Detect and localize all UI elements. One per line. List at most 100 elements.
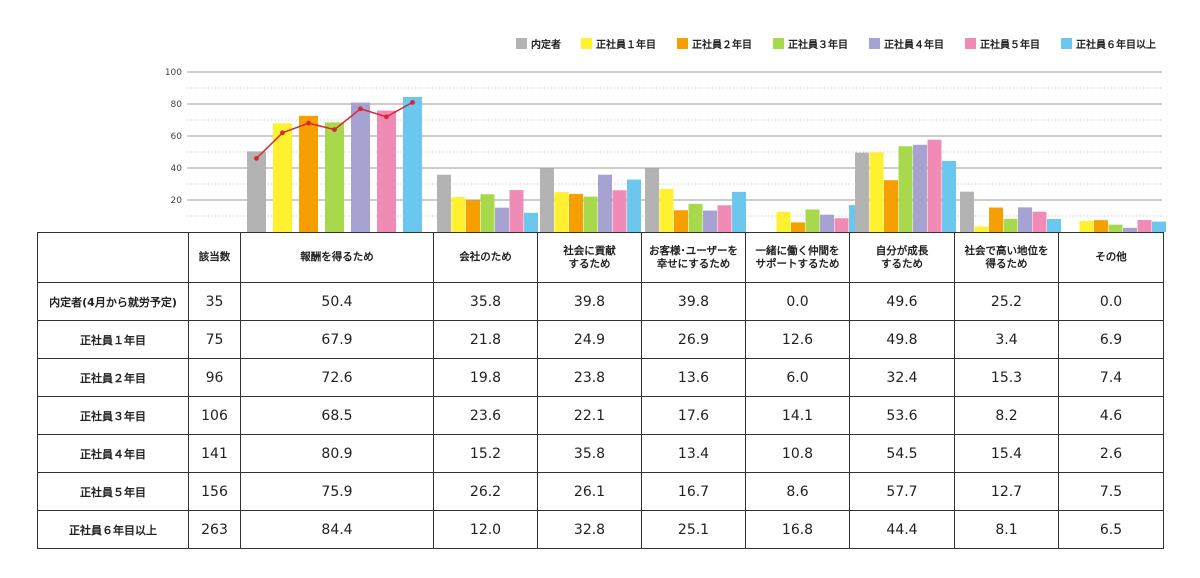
bar xyxy=(612,190,627,232)
bar xyxy=(776,211,791,232)
legend-label: 正社員１年目 xyxy=(596,38,656,51)
table-cell: 67.9 xyxy=(240,320,434,359)
legend-item: 正社員４年目 xyxy=(869,38,944,51)
trend-point xyxy=(280,130,285,136)
row-count: 96 xyxy=(188,358,241,397)
row-label: 正社員３年目 xyxy=(37,396,189,435)
row-label: 正社員４年目 xyxy=(37,434,189,473)
table-row: 正社員５年目 156 75.9 26.2 26.1 16.7 8.6 57.7 12.7 7.5 xyxy=(37,472,1164,511)
bar xyxy=(1123,227,1137,232)
header-category-line: するため xyxy=(881,257,923,270)
y-tick-label: 100 xyxy=(165,68,182,78)
table-cell: 0.0 xyxy=(1058,282,1164,321)
header-category-line: 自分が成長 xyxy=(875,244,929,257)
trend-point xyxy=(306,120,311,126)
legend-swatch xyxy=(773,38,784,49)
y-axis: 20 40 60 80 100 xyxy=(165,68,182,206)
table-cell: 80.9 xyxy=(240,434,434,473)
table-cell: 24.9 xyxy=(537,320,642,359)
header-category: 一緒に働く仲間を サポートするため xyxy=(745,232,850,283)
header-category-line: 社会で高い地位を xyxy=(964,244,1049,257)
table-row: 正社員１年目 75 67.9 21.8 24.9 26.9 12.6 49.8 3.4 6.9 xyxy=(37,320,1164,359)
table-cell: 15.4 xyxy=(954,434,1059,473)
table-cell: 68.5 xyxy=(240,396,434,435)
table-cell: 0.0 xyxy=(745,282,850,321)
table-cell: 16.7 xyxy=(641,472,746,511)
legend-item: 内定者 xyxy=(516,38,561,51)
table-cell: 39.8 xyxy=(537,282,642,321)
table-cell: 49.8 xyxy=(849,320,955,359)
trend-point xyxy=(384,114,389,120)
table-cell: 23.8 xyxy=(537,358,642,397)
bar xyxy=(1137,220,1152,232)
trend-line xyxy=(254,100,415,161)
legend-label: 正社員４年目 xyxy=(884,38,944,51)
table-cell: 21.8 xyxy=(433,320,538,359)
bar xyxy=(554,192,569,232)
table-cell: 14.1 xyxy=(745,396,850,435)
bar xyxy=(299,115,318,232)
table-cell: 39.8 xyxy=(641,282,746,321)
table-cell: 17.6 xyxy=(641,396,746,435)
y-tick-label: 60 xyxy=(171,132,183,142)
legend-item: 正社員６年目以上 xyxy=(1061,38,1156,51)
bar xyxy=(1108,224,1123,232)
data-table: 該当数 報酬を得るため 会社のため 社会に貢献 するため お客様･ユーザーを 幸せにするため… xyxy=(37,232,1164,549)
table-cell: 35.8 xyxy=(433,282,538,321)
row-label: 正社員６年目以上 xyxy=(37,510,189,549)
y-tick-label: 40 xyxy=(171,164,183,174)
table-cell: 7.5 xyxy=(1058,472,1164,511)
row-label: 正社員１年目 xyxy=(37,320,189,359)
table-cell: 13.6 xyxy=(641,358,746,397)
table-cell: 72.6 xyxy=(240,358,434,397)
bar xyxy=(674,210,688,232)
header-category: 社会で高い地位を 得るため xyxy=(954,232,1059,283)
table-cell: 15.3 xyxy=(954,358,1059,397)
legend: 内定者 正社員１年目 正社員２年目 正社員３年目 正社員４年目 正社員５年目 正社員６年目以… xyxy=(516,38,1156,51)
table-cell: 25.2 xyxy=(954,282,1059,321)
table-cell: 25.1 xyxy=(641,510,746,549)
table-cell: 26.1 xyxy=(537,472,642,511)
legend-swatch xyxy=(965,38,976,49)
bar xyxy=(351,102,370,232)
row-label: 内定者(4月から就労予定) xyxy=(37,282,189,321)
table-cell: 4.6 xyxy=(1058,396,1164,435)
bar xyxy=(598,174,612,232)
bar xyxy=(325,122,344,232)
table-cell: 13.4 xyxy=(641,434,746,473)
bar xyxy=(247,151,266,232)
bar xyxy=(974,226,989,232)
bar xyxy=(645,168,659,232)
table-row: 正社員６年目以上 263 84.4 12.0 32.8 25.1 16.8 44.4 8.1 6.… xyxy=(37,510,1164,549)
row-count: 75 xyxy=(188,320,241,359)
legend-swatch xyxy=(677,38,688,49)
bar xyxy=(1032,211,1047,232)
table-cell: 54.5 xyxy=(849,434,955,473)
bar xyxy=(509,190,524,232)
table-header-row: 該当数 報酬を得るため 会社のため 社会に貢献 するため お客様･ユーザーを 幸せにするため… xyxy=(37,232,1164,283)
table-cell: 49.6 xyxy=(849,282,955,321)
trend-point xyxy=(358,106,363,112)
bar xyxy=(898,146,913,232)
bar xyxy=(659,188,674,232)
header-category-line: 報酬を得るため xyxy=(300,251,374,263)
y-tick-label: 20 xyxy=(171,196,183,206)
table-cell: 32.8 xyxy=(537,510,642,549)
table-cell: 75.9 xyxy=(240,472,434,511)
table-cell: 32.4 xyxy=(849,358,955,397)
legend-item: 正社員２年目 xyxy=(677,38,752,51)
bar-chart: 内定者 正社員１年目 正社員２年目 正社員３年目 正社員４年目 正社員５年目 正社員６年目以… xyxy=(165,38,1166,233)
row-label: 正社員５年目 xyxy=(37,472,189,511)
row-count: 156 xyxy=(188,472,241,511)
table-cell: 22.1 xyxy=(537,396,642,435)
gridlines xyxy=(187,71,1162,217)
table-cell: 12.0 xyxy=(433,510,538,549)
header-category-line: するため xyxy=(568,257,611,270)
bar xyxy=(627,179,641,232)
header-category-line: お客様･ユーザーを xyxy=(648,244,739,257)
bar xyxy=(855,152,869,232)
bar xyxy=(717,205,732,232)
table-row: 正社員３年目 106 68.5 23.6 22.1 17.6 14.1 53.6 8.2 4.6 xyxy=(37,396,1164,435)
legend-swatch xyxy=(581,38,592,49)
bar-group xyxy=(855,139,956,232)
